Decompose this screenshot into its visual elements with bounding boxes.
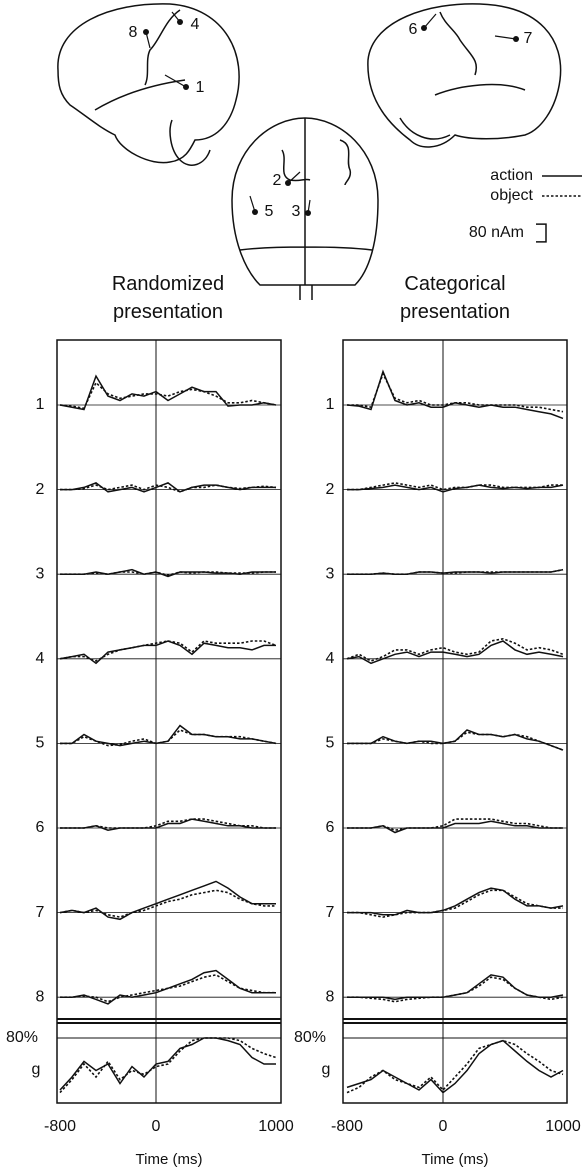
trace: [60, 974, 276, 1003]
x-tick-label: 0: [439, 1118, 448, 1135]
trace: [59, 374, 277, 411]
x-tick-label: 0: [152, 1118, 161, 1135]
source-dot: [513, 36, 519, 42]
brain-right-lines: [399, 11, 526, 140]
row-label: 8: [36, 988, 45, 1005]
row-label: 3: [326, 565, 335, 582]
trace: [346, 1039, 564, 1094]
panel-frame: [342, 339, 568, 1104]
trace: [59, 1037, 277, 1094]
trace: [60, 969, 276, 1005]
brain-drawings: [57, 3, 562, 300]
trace: [347, 371, 564, 413]
brain-right: [367, 3, 562, 148]
row-label: g: [322, 1061, 331, 1078]
source-label: 8: [129, 24, 138, 41]
legend-label: object: [490, 187, 533, 204]
source-dot: [421, 25, 427, 31]
brain-left-sulcus: [144, 9, 181, 86]
reference-label: 80%: [294, 1029, 326, 1046]
row-label: 1: [36, 396, 45, 413]
source-label: 1: [196, 79, 205, 96]
panel-title: Randomized presentation: [111, 273, 225, 323]
brain-left-fissure: [94, 79, 211, 166]
trace: [60, 568, 276, 578]
trace: [347, 484, 564, 493]
source-label: 4: [191, 16, 200, 33]
x-axis-title: Time (ms): [136, 1151, 203, 1168]
source-dot: [285, 180, 291, 186]
trace: [59, 640, 277, 662]
x-tick-label: -800: [331, 1118, 363, 1135]
trace: [60, 818, 276, 829]
trace: [347, 818, 563, 832]
source-stem: [164, 74, 187, 88]
row-label: 2: [36, 481, 45, 498]
trace: [59, 880, 276, 921]
x-tick-label: 1000: [258, 1118, 294, 1135]
x-tick-label: 1000: [545, 1118, 581, 1135]
brain-left: [57, 3, 240, 164]
trace: [346, 637, 564, 662]
trace: [347, 482, 563, 491]
row-label: 6: [326, 819, 335, 836]
trace: [346, 1039, 564, 1094]
trace: [59, 1037, 276, 1091]
source-label: 3: [292, 203, 301, 220]
row-label: 3: [36, 565, 45, 582]
x-tick-label: -800: [44, 1118, 76, 1135]
trace: [347, 731, 564, 751]
panel-title: Categorical presentation: [399, 273, 511, 323]
brain-front: [231, 117, 379, 286]
source-stem: [494, 35, 517, 40]
row-label: 4: [326, 650, 335, 667]
source-dot: [305, 210, 311, 216]
trace: [60, 484, 277, 493]
trace: [346, 369, 564, 420]
row-label: 7: [326, 904, 335, 921]
trace: [59, 889, 276, 918]
source-dot: [177, 19, 183, 25]
source-dot: [143, 29, 149, 35]
row-label: 4: [36, 650, 45, 667]
row-label: 6: [36, 819, 45, 836]
source-dot: [252, 209, 258, 215]
row-label: 2: [326, 481, 335, 498]
source-label: 2: [273, 172, 282, 189]
trace: [347, 976, 564, 1003]
trace: [347, 887, 564, 916]
source-label: 5: [265, 203, 274, 220]
panel-frame: [56, 339, 282, 1104]
legend-label: action: [490, 167, 533, 184]
row-label: g: [32, 1061, 41, 1078]
trace: [346, 640, 564, 665]
row-label: 8: [326, 988, 335, 1005]
row-label: 5: [36, 735, 45, 752]
trace: [60, 482, 276, 493]
trace: [347, 889, 563, 918]
trace: [60, 729, 277, 747]
row-label: 7: [36, 904, 45, 921]
trace: [60, 571, 276, 577]
scale-bar-label: 80 nAm: [469, 224, 524, 241]
source-stem: [423, 13, 437, 29]
brain-front-lines: [239, 118, 373, 300]
reference-label: 80%: [6, 1029, 38, 1046]
row-label: 5: [326, 735, 335, 752]
trace: [59, 640, 276, 665]
source-label: 7: [524, 30, 533, 47]
trace: [347, 568, 564, 575]
source-label: 6: [409, 21, 418, 38]
scale-bar: [536, 223, 547, 243]
trace: [60, 724, 277, 747]
row-label: 1: [326, 396, 335, 413]
x-axis-title: Time (ms): [422, 1151, 489, 1168]
source-dot: [183, 84, 189, 90]
